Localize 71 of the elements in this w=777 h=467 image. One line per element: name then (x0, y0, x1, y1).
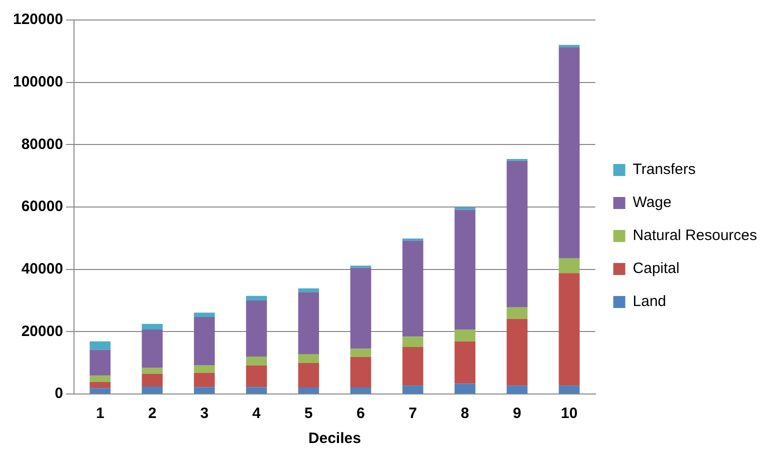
x-tick-label: 5 (304, 405, 313, 422)
legend-label: Wage (632, 194, 672, 212)
bar (298, 288, 320, 292)
bar (194, 387, 215, 394)
y-tick-label: 120000 (12, 11, 64, 28)
legend-label: Land (632, 293, 666, 310)
x-tick-label: 7 (408, 405, 418, 422)
bar (402, 240, 424, 337)
x-tick-label: 10 (560, 405, 578, 422)
bar (142, 386, 163, 394)
bar (558, 258, 580, 274)
bar (558, 47, 580, 258)
bar (194, 372, 215, 388)
x-tick-label: 1 (96, 405, 104, 422)
x-tick-label: 8 (460, 405, 470, 422)
bar (402, 238, 424, 241)
y-tick-label: 60000 (21, 198, 64, 216)
bar (90, 350, 111, 376)
bar (454, 207, 476, 210)
bar (350, 387, 372, 394)
bar (350, 356, 372, 388)
bar (506, 160, 528, 308)
bar (506, 318, 528, 386)
bar (454, 341, 476, 384)
legend-label: Capital (632, 260, 680, 278)
x-tick-label: 6 (356, 405, 365, 422)
bar (246, 365, 267, 388)
y-tick-label: 20000 (21, 322, 64, 340)
bar (246, 296, 267, 300)
bar (246, 387, 267, 394)
bar (506, 386, 528, 394)
y-tick-label: 40000 (21, 260, 64, 278)
x-tick-label: 4 (252, 405, 262, 422)
bar (402, 386, 424, 394)
bar (142, 324, 163, 330)
bar (298, 292, 320, 354)
bar (558, 273, 580, 386)
bar (90, 382, 111, 388)
bar (90, 376, 111, 382)
bar (194, 317, 215, 366)
bar (298, 354, 320, 363)
bar (506, 307, 528, 319)
bar (454, 384, 476, 394)
bar (350, 348, 372, 357)
bar (142, 329, 163, 368)
bar (142, 374, 163, 387)
y-tick-label: 80000 (21, 136, 64, 153)
bar (558, 386, 580, 394)
x-axis-title: Deciles (308, 430, 361, 448)
x-tick-label: 2 (148, 405, 156, 422)
x-tick-label: 3 (200, 405, 209, 422)
bar (246, 356, 267, 366)
bar (454, 330, 476, 342)
bar (194, 365, 215, 373)
bar (298, 387, 320, 394)
bar (402, 336, 424, 347)
bar (558, 44, 580, 48)
bar (142, 368, 163, 374)
y-tick-label: 0 (54, 385, 64, 402)
y-tick-label: 100000 (12, 73, 64, 90)
bar (90, 388, 111, 394)
bar (246, 300, 267, 357)
legend-label: Natural Resources (632, 227, 757, 244)
x-tick-label: 9 (512, 405, 522, 422)
bar (350, 268, 372, 349)
bar (298, 362, 320, 388)
bar (454, 210, 476, 330)
bar (90, 341, 111, 350)
bar (194, 312, 215, 318)
bar (402, 346, 424, 386)
legend-label: Transfers (632, 161, 696, 178)
